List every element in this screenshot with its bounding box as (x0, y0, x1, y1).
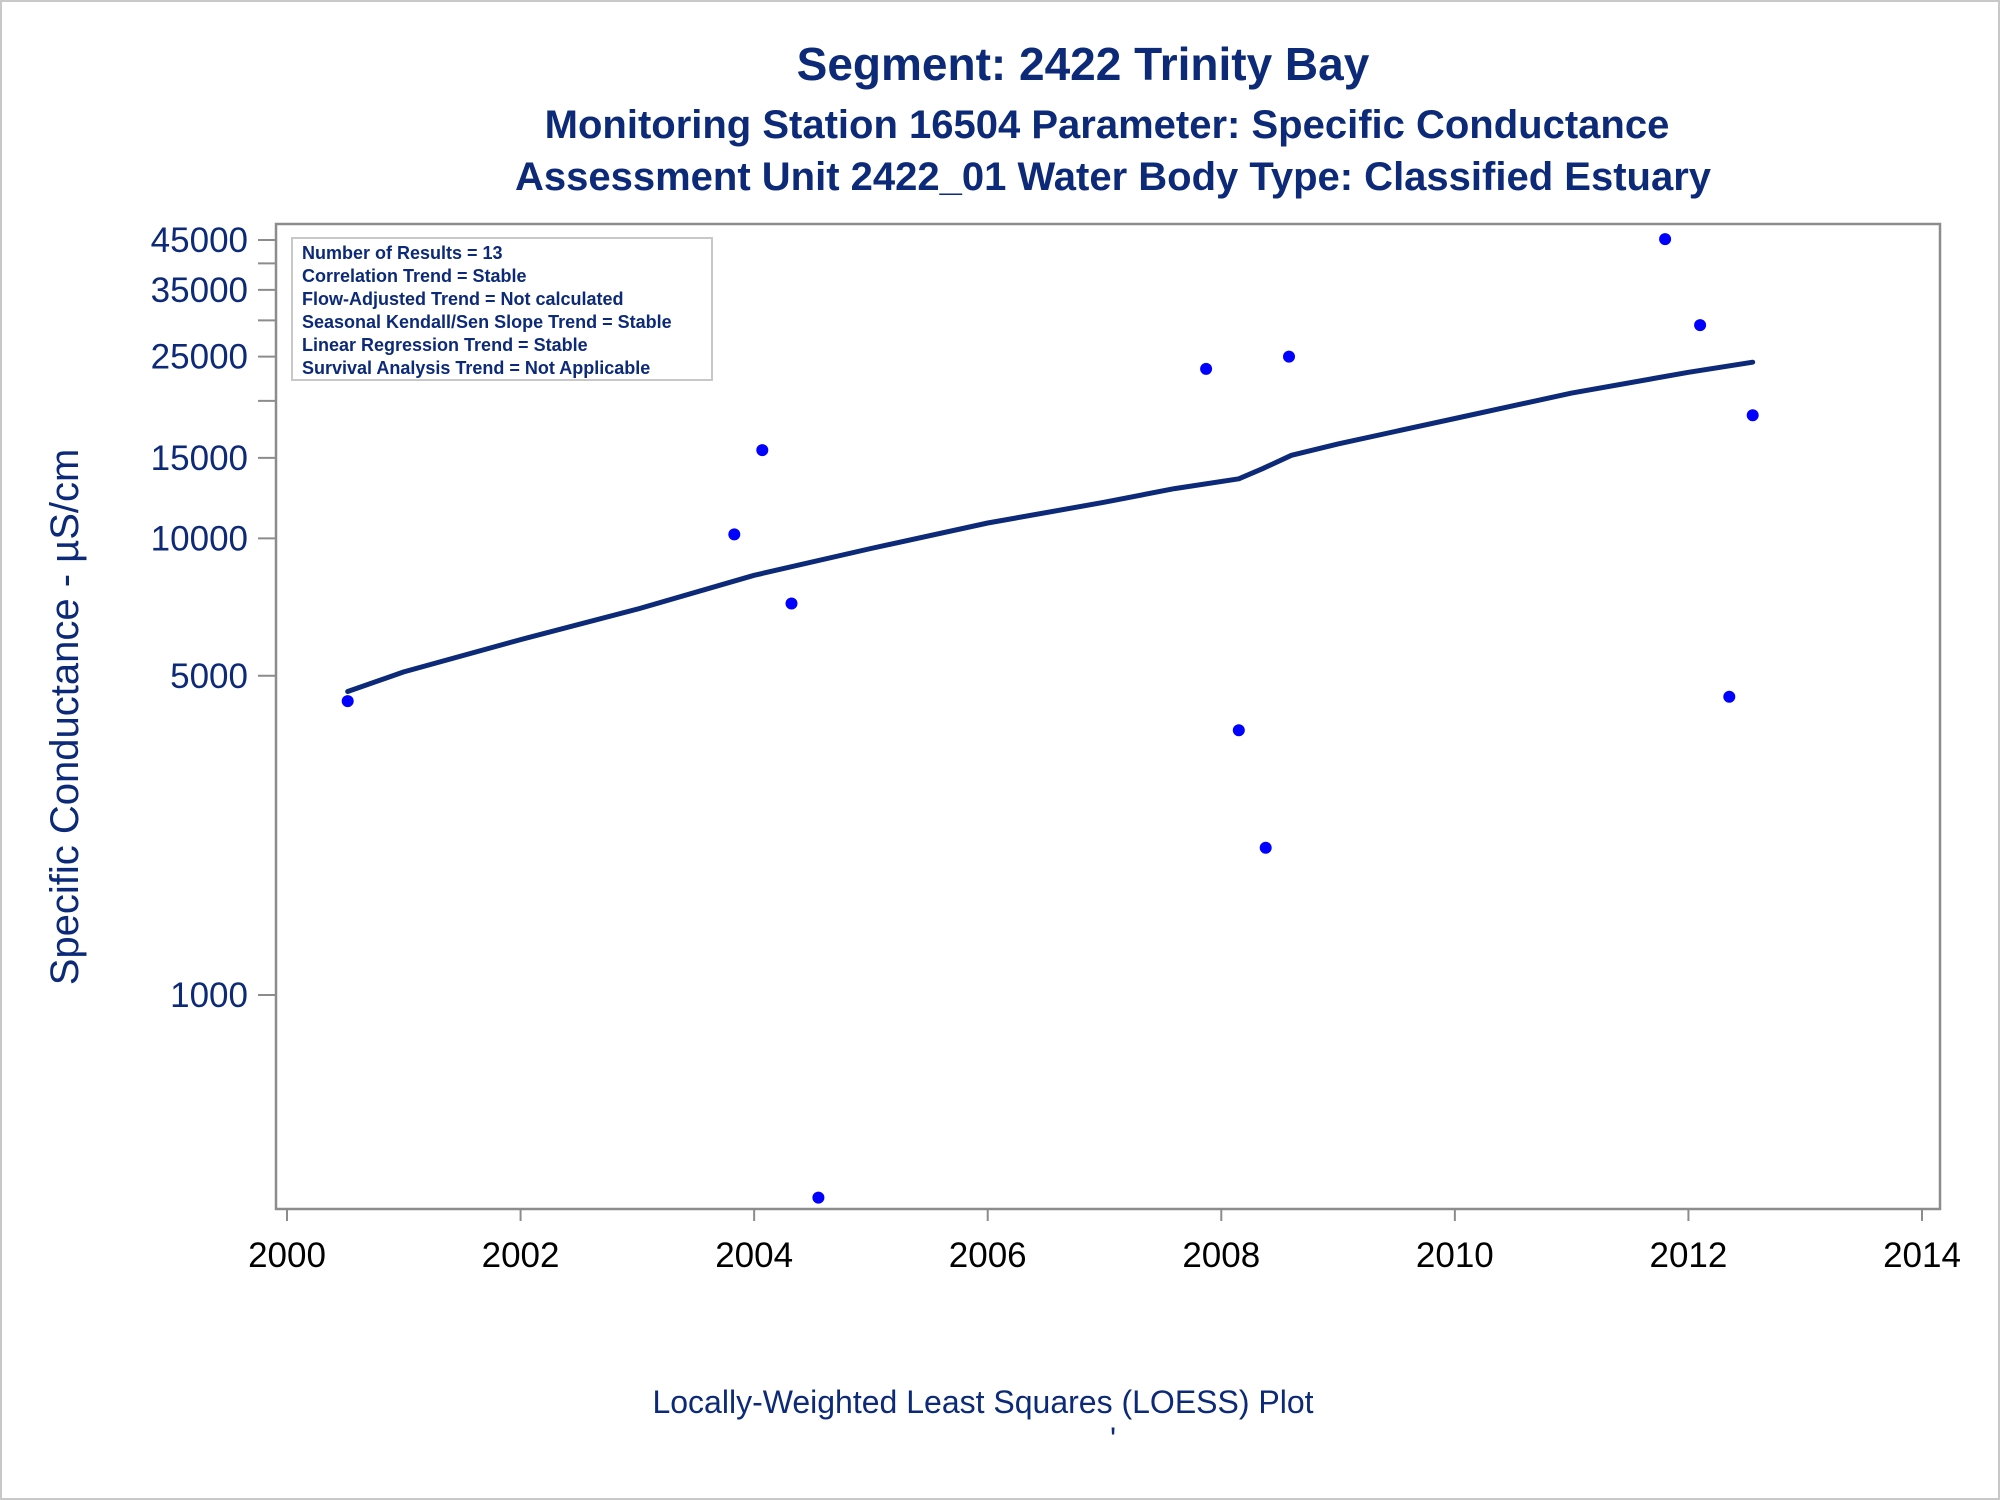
x-tick-label: 2014 (1883, 1236, 1961, 1275)
footnote: Locally-Weighted Least Squares (LOESS) P… (652, 1384, 1313, 1420)
y-tick-label: 1000 (170, 976, 248, 1015)
legend: Number of Results = 13 Correlation Trend … (291, 237, 713, 381)
y-tick-label: 35000 (151, 271, 248, 310)
y-tick-label: 25000 (151, 338, 248, 377)
legend-line: Correlation Trend = Stable (302, 266, 527, 286)
data-point (1694, 319, 1707, 332)
data-point (1232, 724, 1245, 737)
chart-subtitle-2: Assessment Unit 2422_01 Water Body Type:… (515, 155, 1712, 199)
data-point (1659, 233, 1672, 246)
data-point (756, 444, 769, 457)
legend-box (291, 237, 713, 381)
legend-line: Seasonal Kendall/Sen Slope Trend = Stabl… (302, 312, 672, 332)
data-point (812, 1191, 825, 1204)
y-tick-label: 45000 (151, 221, 248, 260)
legend-line: Survival Analysis Trend = Not Applicable (302, 358, 650, 378)
plot-area (274, 222, 1942, 1211)
data-point (1259, 841, 1272, 854)
y-tick-label: 15000 (151, 439, 248, 478)
x-axis: 2000 2002 2004 2006 2008 2010 2012 2014 (248, 1209, 1961, 1275)
footnote-mark: ' (1110, 1421, 1116, 1457)
x-tick-label: 2012 (1649, 1236, 1727, 1275)
data-point (1723, 690, 1736, 703)
series-layer (341, 233, 1759, 1204)
loess-line (345, 359, 1756, 694)
y-tick-label: 10000 (151, 519, 248, 558)
y-axis-label: Specific Conductance - µS/cm (43, 449, 87, 986)
legend-line: Linear Regression Trend = Stable (302, 335, 588, 355)
legend-line: Number of Results = 13 (302, 243, 503, 263)
y-tick-label: 5000 (170, 657, 248, 696)
data-point (1200, 362, 1213, 375)
chart-title: Segment: 2422 Trinity Bay (797, 38, 1370, 90)
data-point (728, 528, 741, 541)
x-tick-label: 2010 (1416, 1236, 1494, 1275)
legend-line: Flow-Adjusted Trend = Not calculated (302, 289, 624, 309)
data-point (785, 597, 798, 610)
data-point (341, 695, 354, 708)
y-axis: 1000 5000 10000 15000 25000 35000 45000 (151, 221, 276, 1015)
x-tick-label: 2000 (248, 1236, 326, 1275)
chart-subtitle: Monitoring Station 16504 Parameter: Spec… (545, 103, 1670, 147)
x-tick-label: 2002 (482, 1236, 560, 1275)
data-point (1283, 350, 1295, 363)
x-tick-label: 2006 (949, 1236, 1027, 1275)
data-point (1746, 409, 1759, 422)
x-tick-label: 2004 (715, 1236, 793, 1275)
x-tick-label: 2008 (1182, 1236, 1260, 1275)
